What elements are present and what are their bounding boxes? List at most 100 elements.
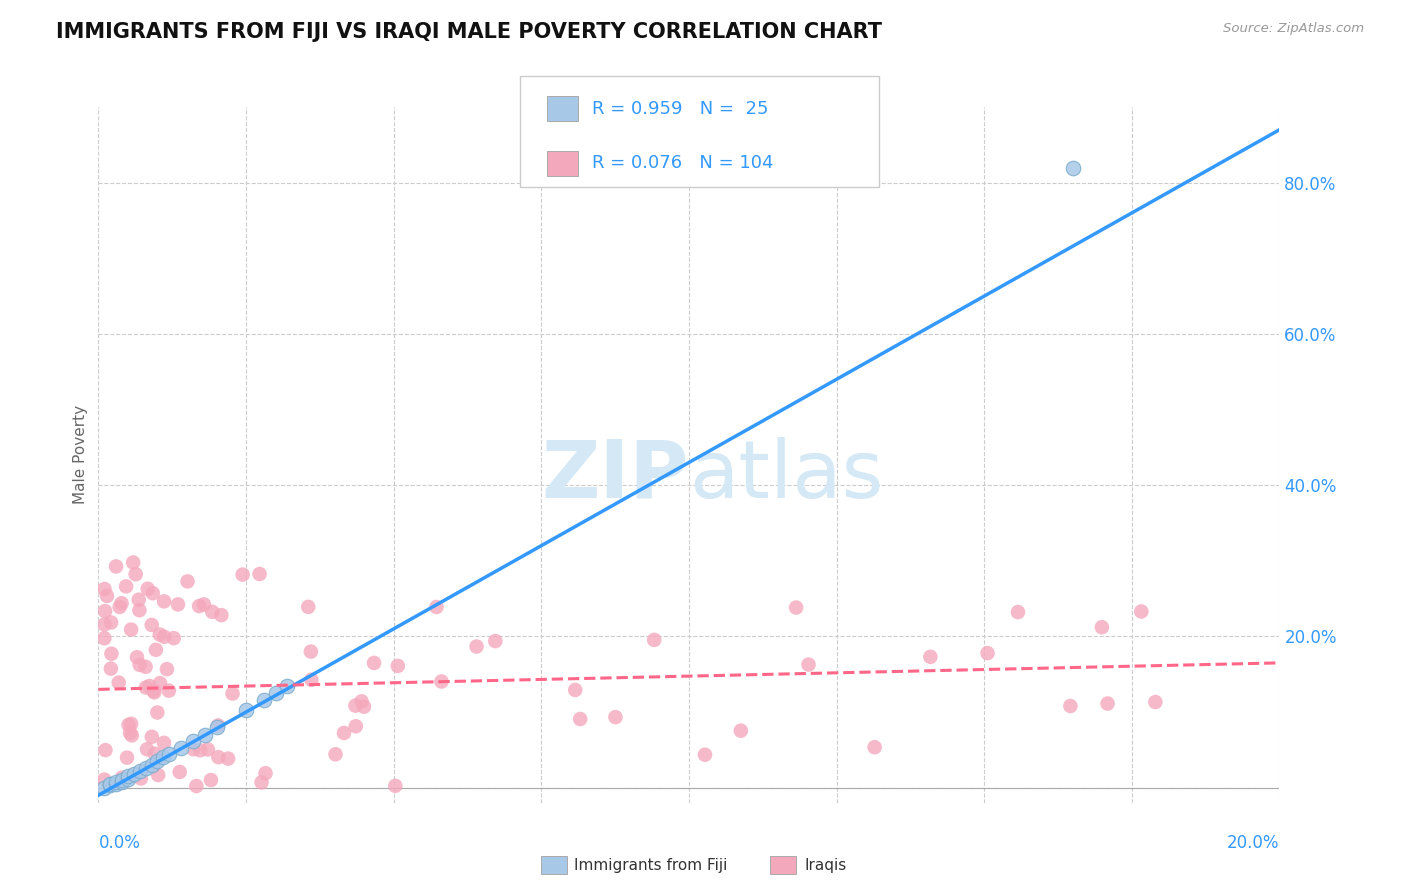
Point	[254, 766, 277, 780]
Point	[344, 698, 367, 713]
Point	[110, 596, 132, 610]
Point	[105, 777, 128, 791]
Point	[146, 706, 169, 720]
Point	[1130, 605, 1153, 619]
Point	[188, 599, 211, 613]
Point	[94, 604, 117, 618]
Point	[148, 768, 170, 782]
Point	[350, 694, 373, 708]
Point	[201, 605, 224, 619]
Point	[135, 761, 157, 775]
Point	[1091, 620, 1114, 634]
Point	[122, 767, 145, 781]
Text: Iraqis: Iraqis	[804, 858, 846, 872]
Point	[249, 566, 271, 581]
Point	[797, 657, 820, 672]
Point	[465, 640, 488, 654]
Point	[98, 778, 121, 793]
Point	[193, 598, 215, 612]
Point	[299, 644, 322, 658]
Point	[181, 733, 204, 747]
Point	[325, 747, 347, 762]
Point	[94, 743, 117, 757]
Point	[135, 681, 157, 695]
Point	[194, 728, 217, 742]
Point	[146, 754, 169, 768]
Point	[93, 631, 115, 645]
Point	[120, 726, 142, 740]
Point	[1144, 695, 1167, 709]
Point	[176, 574, 198, 589]
Point	[299, 673, 322, 687]
Point	[111, 775, 134, 789]
Point	[138, 679, 160, 693]
Point	[100, 662, 122, 676]
Point	[333, 726, 356, 740]
Point	[569, 712, 592, 726]
Point	[128, 592, 150, 607]
Point	[1097, 697, 1119, 711]
Point	[181, 742, 204, 756]
Point	[170, 740, 193, 755]
Text: ZIP: ZIP	[541, 437, 689, 515]
Point	[207, 718, 229, 732]
Point	[153, 594, 176, 608]
Point	[149, 676, 172, 690]
Point	[384, 779, 406, 793]
Point	[157, 747, 180, 762]
Point	[100, 615, 122, 630]
Point	[643, 632, 665, 647]
Point	[145, 642, 167, 657]
Text: R = 0.959   N =  25: R = 0.959 N = 25	[592, 100, 769, 118]
Point	[111, 771, 134, 785]
Point	[207, 750, 229, 764]
Point	[98, 777, 121, 791]
Point	[143, 685, 166, 699]
Point	[149, 627, 172, 641]
Point	[152, 750, 174, 764]
Text: 20.0%: 20.0%	[1227, 834, 1279, 852]
Point	[125, 650, 148, 665]
Point	[186, 779, 208, 793]
Point	[121, 728, 143, 742]
Point	[363, 656, 385, 670]
Point	[785, 600, 807, 615]
Point	[167, 598, 190, 612]
Point	[209, 608, 232, 623]
Point	[129, 772, 152, 786]
Point	[108, 599, 131, 614]
Point	[276, 679, 298, 693]
Point	[863, 740, 886, 755]
Point	[353, 699, 375, 714]
Point	[128, 764, 150, 778]
Point	[217, 751, 239, 765]
Point	[605, 710, 627, 724]
Point	[197, 742, 219, 756]
Point	[93, 780, 115, 795]
Point	[115, 579, 138, 593]
Point	[100, 647, 122, 661]
Point	[105, 775, 128, 789]
Point	[93, 582, 115, 596]
Text: Immigrants from Fiji: Immigrants from Fiji	[574, 858, 727, 872]
Point	[264, 686, 287, 700]
Point	[117, 718, 139, 732]
Point	[141, 758, 163, 772]
Point	[1059, 698, 1081, 713]
Point	[484, 634, 506, 648]
Point	[125, 567, 148, 582]
Point	[163, 631, 186, 645]
Point	[1007, 605, 1029, 619]
Point	[117, 772, 139, 786]
Point	[105, 559, 128, 574]
Point	[344, 719, 367, 733]
Point	[693, 747, 716, 762]
Point	[93, 617, 115, 632]
Point	[153, 630, 176, 644]
Text: atlas: atlas	[689, 437, 883, 515]
Point	[128, 603, 150, 617]
Point	[117, 769, 139, 783]
Point	[120, 716, 142, 731]
Point	[232, 567, 254, 582]
Point	[143, 747, 166, 761]
